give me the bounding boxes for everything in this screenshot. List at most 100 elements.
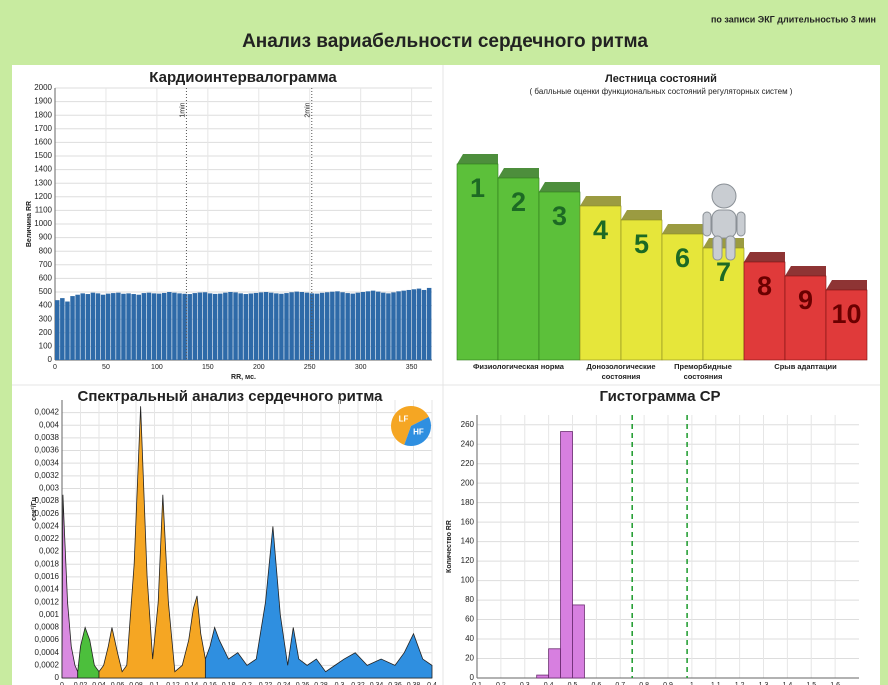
x-tick-label: 350 xyxy=(406,364,418,371)
y-tick-label: 0,0038 xyxy=(35,433,60,442)
bar xyxy=(157,294,161,360)
y-tick-label: 0,0034 xyxy=(35,458,60,467)
step-top xyxy=(703,238,744,248)
y-tick-label: 200 xyxy=(39,328,53,337)
bar xyxy=(417,289,421,360)
y-tick-label: 1700 xyxy=(34,124,52,133)
bar xyxy=(376,292,380,360)
y-tick-label: 0,0022 xyxy=(35,534,60,543)
y-tick-label: 200 xyxy=(461,478,475,487)
ladder-subtitle: ( балльные оценки функциональных состоян… xyxy=(530,87,793,96)
x-tick-label: 250 xyxy=(304,364,316,371)
bar xyxy=(75,295,79,360)
bar xyxy=(315,294,319,360)
y-tick-label: 160 xyxy=(461,517,475,526)
pie-label: LF xyxy=(399,414,409,423)
y-tick-label: 80 xyxy=(465,595,474,604)
bar xyxy=(335,291,339,360)
bar xyxy=(213,294,217,360)
step-top xyxy=(457,154,498,164)
x-tick-label: 0 xyxy=(53,364,57,371)
bar xyxy=(228,292,232,360)
y-tick-label: 120 xyxy=(461,556,475,565)
group-label: Физиологическая норма xyxy=(473,362,565,371)
y-tick-label: 0,003 xyxy=(39,484,60,493)
y-tick-label: 140 xyxy=(461,537,475,546)
bar xyxy=(70,296,74,360)
y-tick-label: 0,0008 xyxy=(35,623,60,632)
marker-label: 2min xyxy=(305,102,312,117)
bar xyxy=(366,291,370,360)
step-top xyxy=(744,252,785,262)
bar xyxy=(167,292,171,360)
step-top xyxy=(580,196,621,206)
y-tick-label: 900 xyxy=(39,233,53,242)
page: {"header":{"note":"по записи ЭКГ длитель… xyxy=(0,0,888,685)
y-tick-label: 0,0042 xyxy=(35,408,60,417)
step-label: 8 xyxy=(757,271,772,301)
bar xyxy=(193,293,197,360)
y-tick-label: 1500 xyxy=(34,151,52,160)
bar xyxy=(294,292,298,360)
y-tick-label: 1200 xyxy=(34,192,52,201)
bar xyxy=(116,293,120,360)
y-tick-label: 1600 xyxy=(34,138,52,147)
bar xyxy=(223,293,227,360)
bar xyxy=(147,293,151,360)
bar xyxy=(249,293,253,360)
y-tick-label: 1800 xyxy=(34,110,52,119)
step-top xyxy=(539,182,580,192)
step-label: 7 xyxy=(716,257,731,287)
bar xyxy=(274,293,278,360)
y-tick-label: 60 xyxy=(465,615,474,624)
bar xyxy=(172,293,176,360)
bar xyxy=(289,292,293,360)
y-tick-label: 100 xyxy=(461,576,475,585)
y-tick-label: 240 xyxy=(461,439,475,448)
step-label: 2 xyxy=(511,187,526,217)
bar xyxy=(345,293,349,360)
y-tick-label: 0,0018 xyxy=(35,559,60,568)
y-tick-label: 0,0036 xyxy=(35,446,60,455)
bar xyxy=(137,295,141,360)
bar xyxy=(111,293,115,360)
bar xyxy=(96,293,100,360)
group-label: Срыв адаптации xyxy=(774,362,837,371)
bar xyxy=(269,293,273,360)
dashboard: по записи ЭКГ длительностью 3 мин Анализ… xyxy=(0,0,888,685)
y-tick-label: 2000 xyxy=(34,83,52,92)
bar xyxy=(55,300,59,360)
step-label: 4 xyxy=(593,215,608,245)
y-tick-label: 0 xyxy=(55,673,60,682)
y-tick-label: 0,0028 xyxy=(35,496,60,505)
step-top xyxy=(785,266,826,276)
step-top xyxy=(662,224,703,234)
bar xyxy=(142,293,146,360)
histogram-bar xyxy=(537,675,549,678)
bar xyxy=(182,294,186,360)
y-tick-label: 0,002 xyxy=(39,547,60,556)
y-axis-label: сек²/Гц xyxy=(31,496,38,521)
y-tick-label: 0,0032 xyxy=(35,471,60,480)
y-tick-label: 0 xyxy=(48,355,53,364)
step-label: 10 xyxy=(831,299,861,329)
y-tick-label: 600 xyxy=(39,274,53,283)
y-tick-label: 180 xyxy=(461,498,475,507)
histogram-bar xyxy=(549,649,561,678)
bar xyxy=(65,302,69,360)
bar xyxy=(60,298,64,360)
step-label: 3 xyxy=(552,201,567,231)
step-label: 6 xyxy=(675,243,690,273)
bar xyxy=(101,295,105,360)
y-tick-label: 220 xyxy=(461,459,475,468)
y-tick-label: 100 xyxy=(39,342,53,351)
y-tick-label: 0,0006 xyxy=(35,635,60,644)
bar xyxy=(208,293,212,360)
y-tick-label: 0,001 xyxy=(39,610,60,619)
bar xyxy=(330,292,334,360)
bar xyxy=(381,293,385,360)
bar xyxy=(121,294,125,360)
x-axis-label: RR, мс. xyxy=(231,374,256,381)
bar xyxy=(350,294,354,360)
y-tick-label: 0,0024 xyxy=(35,521,60,530)
